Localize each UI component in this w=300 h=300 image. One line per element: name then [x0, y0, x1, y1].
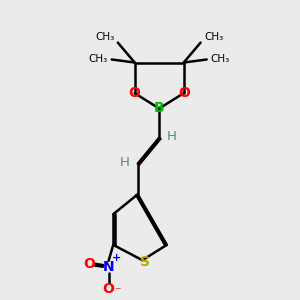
Text: CH₃: CH₃ [95, 32, 114, 42]
Text: ⁻: ⁻ [114, 286, 121, 298]
Text: O: O [129, 86, 141, 100]
Text: CH₃: CH₃ [89, 55, 108, 64]
Text: CH₃: CH₃ [210, 55, 230, 64]
Text: B: B [154, 101, 164, 116]
Text: O: O [103, 282, 115, 296]
Text: O: O [84, 257, 96, 271]
Text: CH₃: CH₃ [204, 32, 224, 42]
Text: +: + [112, 253, 121, 263]
Text: O: O [178, 86, 190, 100]
Text: H: H [120, 156, 130, 169]
Text: H: H [167, 130, 177, 142]
Text: S: S [140, 255, 150, 269]
Text: N: N [103, 260, 114, 274]
